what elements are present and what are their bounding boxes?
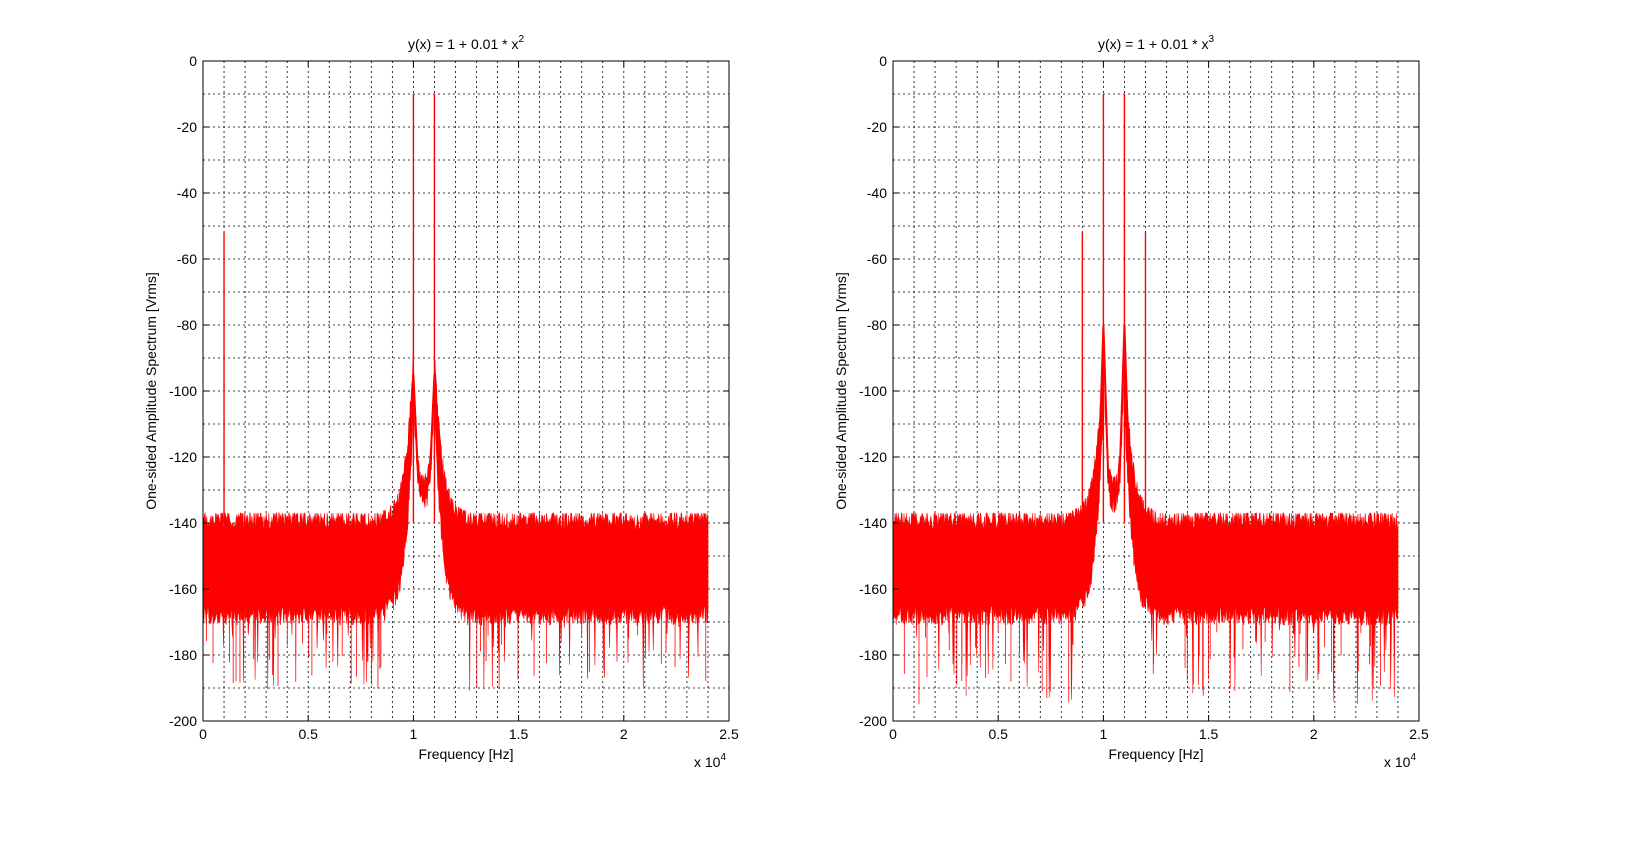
y-tick-label: 0 [879, 53, 887, 69]
x-axis-label-right: Frequency [Hz] [1109, 746, 1204, 762]
x-tick-label: 2 [1310, 726, 1318, 742]
x-tick-label: 1 [410, 726, 418, 742]
y-tick-label: -20 [177, 119, 197, 135]
subplot-left: 0 0.5 1 1.5 2 2.5 0 -20 -40 -60 -80 -100 -120 -140 -16… [143, 34, 739, 770]
y-tick-label: -100 [169, 383, 197, 399]
y-tick-label: -160 [169, 581, 197, 597]
y-tick-label: -80 [177, 317, 197, 333]
y-tick-label: 0 [189, 53, 197, 69]
y-tick-label: -140 [169, 515, 197, 531]
x-tick-label: 0 [199, 726, 207, 742]
y-tick-label: -200 [859, 713, 887, 729]
x-tick-label: 1 [1100, 726, 1108, 742]
chart-title-right: y(x) = 1 + 0.01 * x3 [1098, 34, 1215, 52]
subplot-right: 0 0.5 1 1.5 2 2.5 0 -20 -40 -60 -80 -100 -120 -140 -16… [833, 34, 1429, 770]
x-axis-exponent-right: x 104 [1384, 752, 1416, 770]
spectrum-skirt-peak [1118, 324, 1131, 484]
x-tick-label: 1.5 [1199, 726, 1219, 742]
y-tick-label: -140 [859, 515, 887, 531]
y-tick-label: -180 [169, 647, 197, 663]
x-tick-label: 0.5 [988, 726, 1008, 742]
y-tick-label: -40 [177, 185, 197, 201]
y-tick-label: -200 [169, 713, 197, 729]
y-tick-label: -60 [177, 251, 197, 267]
chart-title-left: y(x) = 1 + 0.01 * x2 [408, 34, 525, 52]
x-tick-label: 0 [889, 726, 897, 742]
x-axis-exponent-left: x 104 [694, 752, 726, 770]
x-tick-label: 0.5 [298, 726, 318, 742]
x-tick-label: 2.5 [719, 726, 739, 742]
y-tick-label: -120 [169, 449, 197, 465]
series-right [892, 94, 1399, 705]
y-tick-label: -20 [867, 119, 887, 135]
spectrum-skirt-peak [428, 374, 441, 484]
y-tick-label: -60 [867, 251, 887, 267]
x-tick-label: 2 [620, 726, 628, 742]
y-tick-label: -160 [859, 581, 887, 597]
y-tick-label: -40 [867, 185, 887, 201]
y-axis-label-left: One-sided Amplitude Spectrum [Vrms] [143, 272, 159, 510]
y-axis-label-right: One-sided Amplitude Spectrum [Vrms] [833, 272, 849, 510]
ticks-left: 0 0.5 1 1.5 2 2.5 0 -20 -40 -60 -80 -100 -120 -140 -16… [169, 53, 739, 742]
y-tick-label: -80 [867, 317, 887, 333]
x-tick-label: 2.5 [1409, 726, 1429, 742]
y-tick-label: -120 [859, 449, 887, 465]
spectrum-skirt-peak [407, 374, 420, 484]
x-tick-label: 1.5 [509, 726, 529, 742]
spectrum-skirt-peak [1097, 324, 1110, 484]
series-left [202, 94, 709, 691]
x-axis-label-left: Frequency [Hz] [419, 746, 514, 762]
ticks-right: 0 0.5 1 1.5 2 2.5 0 -20 -40 -60 -80 -100 -120 -140 -16… [859, 53, 1429, 742]
y-tick-label: -180 [859, 647, 887, 663]
y-tick-label: -100 [859, 383, 887, 399]
